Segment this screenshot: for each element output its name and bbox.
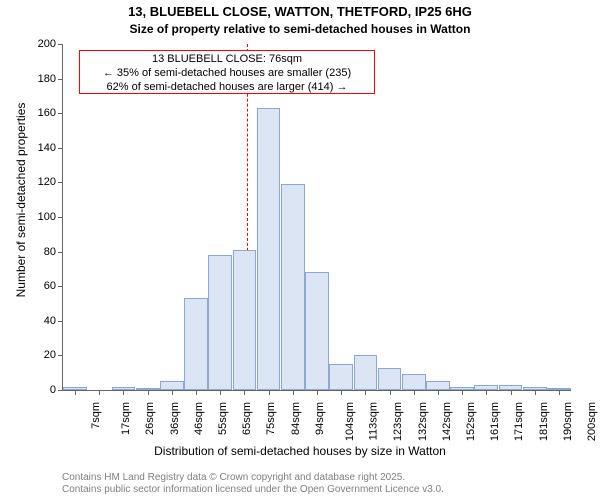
histogram-chart: 13, BLUEBELL CLOSE, WATTON, THETFORD, IP… [0, 0, 600, 500]
histogram-bar [329, 364, 353, 390]
x-tick-label: 104sqm [344, 402, 356, 441]
x-tick-label: 200sqm [586, 402, 598, 441]
y-axis-label: Number of semi-detached properties [14, 50, 28, 350]
y-tick-label: 140 [26, 142, 56, 154]
y-tick-label: 20 [26, 349, 56, 361]
histogram-bar [354, 355, 378, 390]
x-tick-label: 55sqm [217, 402, 229, 435]
x-tick-label: 46sqm [193, 402, 205, 435]
attribution-footer: Contains HM Land Registry data © Crown c… [62, 472, 444, 496]
annotation-line: 62% of semi-detached houses are larger (… [90, 81, 364, 95]
y-tick-label: 200 [26, 38, 56, 50]
histogram-bar [233, 250, 257, 390]
x-tick-label: 65sqm [241, 402, 253, 435]
x-tick-label: 161sqm [489, 402, 501, 441]
y-tick-label: 160 [26, 107, 56, 119]
histogram-bar [281, 184, 305, 390]
y-tick-label: 0 [26, 384, 56, 396]
x-tick-label: 181sqm [538, 402, 550, 441]
x-tick-label: 190sqm [562, 402, 574, 441]
x-tick-label: 123sqm [393, 402, 405, 441]
x-tick-label: 94sqm [314, 402, 326, 435]
histogram-bar [160, 381, 184, 390]
histogram-bar [426, 381, 450, 390]
x-tick-label: 17sqm [120, 402, 132, 435]
y-tick-label: 120 [26, 176, 56, 188]
y-tick-label: 40 [26, 315, 56, 327]
histogram-bar [305, 272, 329, 390]
annotation-line: ← 35% of semi-detached houses are smalle… [90, 67, 364, 81]
histogram-bar [402, 374, 426, 390]
annotation-line: 13 BLUEBELL CLOSE: 76sqm [90, 53, 364, 67]
footer-line: Contains public sector information licen… [62, 484, 444, 496]
y-tick-label: 180 [26, 73, 56, 85]
x-axis-label: Distribution of semi-detached houses by … [0, 444, 600, 458]
histogram-bar [208, 255, 232, 390]
annotation-box: 13 BLUEBELL CLOSE: 76sqm← 35% of semi-de… [79, 50, 375, 94]
y-tick-label: 60 [26, 280, 56, 292]
histogram-bar [378, 368, 402, 390]
plot-area: 13 BLUEBELL CLOSE: 76sqm← 35% of semi-de… [62, 44, 571, 391]
chart-subtitle: Size of property relative to semi-detach… [0, 22, 600, 36]
y-tick-label: 80 [26, 246, 56, 258]
chart-title: 13, BLUEBELL CLOSE, WATTON, THETFORD, IP… [0, 4, 600, 19]
x-tick-label: 152sqm [465, 402, 477, 441]
histogram-bar [184, 298, 208, 390]
histogram-bar [257, 108, 281, 390]
x-tick-label: 142sqm [441, 402, 453, 441]
x-tick-label: 132sqm [417, 402, 429, 441]
x-tick-label: 36sqm [169, 402, 181, 435]
footer-line: Contains HM Land Registry data © Crown c… [62, 472, 444, 484]
x-tick-label: 75sqm [265, 402, 277, 435]
x-tick-label: 113sqm [368, 402, 380, 440]
x-tick-label: 7sqm [90, 402, 102, 429]
x-tick-label: 171sqm [513, 402, 525, 441]
x-tick-label: 84sqm [290, 402, 302, 435]
x-tick-label: 26sqm [145, 402, 157, 435]
y-tick-label: 100 [26, 211, 56, 223]
